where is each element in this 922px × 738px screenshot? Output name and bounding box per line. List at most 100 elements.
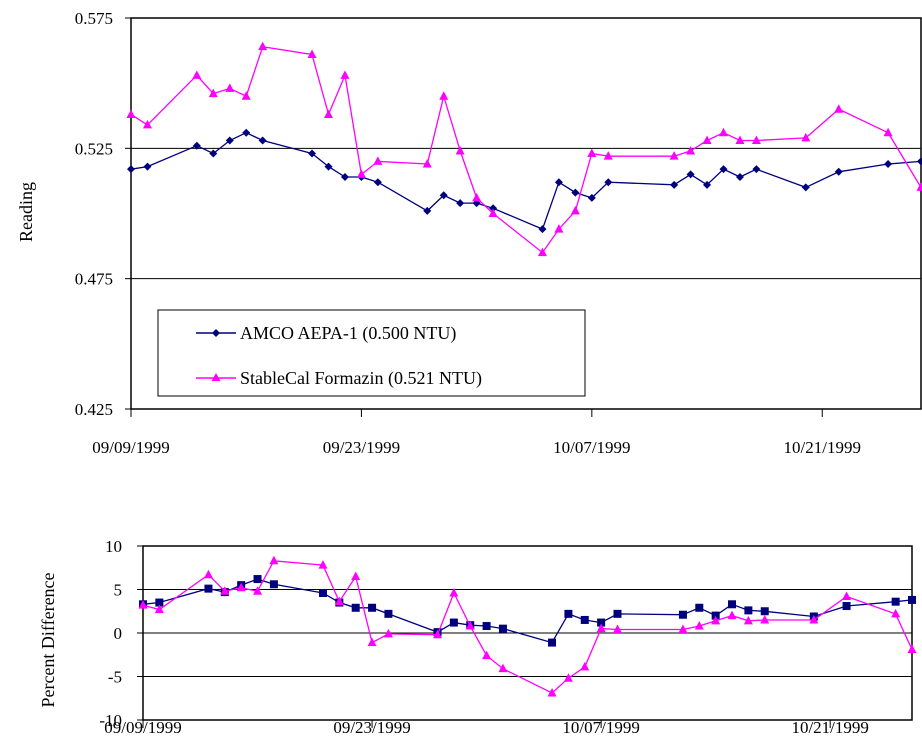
data-point (126, 109, 136, 118)
data-point (570, 205, 580, 215)
data-point (269, 580, 278, 589)
data-point (735, 135, 745, 145)
data-point (383, 628, 393, 638)
data-point (834, 167, 843, 176)
data-point (324, 162, 333, 171)
data-point (842, 591, 852, 600)
data-point (580, 615, 589, 624)
data-point (571, 188, 580, 197)
data-point (547, 688, 557, 697)
data-point (842, 602, 851, 611)
percent-difference-chart: -10 -5 0 5 10 09/09/1999 09/23/1999 10/07/1999… (38, 537, 917, 737)
data-point (439, 191, 448, 200)
data-point (449, 587, 459, 597)
data-point (138, 600, 148, 609)
x-tick-label: 10/21/1999 (791, 718, 868, 737)
data-point (760, 614, 770, 624)
data-point (318, 588, 327, 597)
data-point (563, 673, 573, 682)
data-point (258, 136, 267, 145)
data-point (208, 88, 218, 98)
legend-box (157, 309, 586, 397)
data-point (669, 151, 679, 160)
series-line (130, 45, 922, 254)
data-point (587, 148, 597, 158)
data-point (554, 178, 563, 187)
data-point (241, 91, 251, 100)
x-tick-label: 09/09/1999 (104, 718, 181, 737)
data-point (801, 132, 811, 142)
data-point (498, 624, 507, 633)
percent-y-tick-labels: -10 -5 0 5 10 (99, 537, 122, 730)
data-point (596, 623, 606, 633)
data-point (340, 70, 350, 79)
series-amco (139, 575, 916, 647)
series-line (142, 560, 913, 694)
y-tick-label: 0.475 (75, 270, 113, 289)
data-point (127, 165, 135, 174)
data-point (225, 136, 234, 145)
data-point (456, 199, 465, 208)
data-point (702, 135, 712, 145)
data-point (482, 622, 491, 631)
data-point (340, 173, 349, 182)
data-point (192, 141, 201, 150)
data-point (678, 624, 688, 634)
data-point (253, 575, 262, 584)
data-point (143, 162, 152, 171)
data-point (351, 571, 361, 580)
data-point (220, 586, 230, 595)
data-point (384, 609, 393, 618)
data-point (686, 145, 696, 155)
data-point (548, 638, 557, 647)
data-point (604, 178, 613, 187)
y-tick-label: 0.425 (75, 400, 113, 419)
data-point (883, 127, 893, 137)
data-point (203, 569, 213, 579)
x-tick-label: 10/07/1999 (553, 438, 630, 457)
data-point (587, 193, 596, 202)
data-point (423, 206, 432, 215)
data-point (482, 650, 492, 660)
series-stablecal (126, 41, 922, 257)
data-point (613, 609, 622, 618)
data-point (192, 70, 202, 79)
data-point (489, 204, 498, 213)
data-point (580, 661, 590, 671)
data-point (465, 621, 475, 630)
data-point (356, 169, 366, 178)
legend-item-stablecal: StableCal Formazin (0.521 NTU) (196, 368, 482, 389)
y-tick-label: 10 (105, 537, 122, 556)
percent-gridlines (137, 545, 912, 728)
y-tick-label: -5 (108, 668, 122, 687)
y-tick-label: 0.525 (75, 139, 113, 158)
reading-y-tick-labels: 0.425 0.475 0.525 0.575 (75, 9, 113, 419)
legend-label-amco: AMCO AEPA-1 (0.500 NTU) (240, 323, 456, 344)
data-point (449, 618, 458, 627)
data-point (603, 151, 613, 160)
data-point (455, 145, 465, 155)
data-point (703, 180, 712, 189)
series-line (130, 131, 922, 230)
data-point (308, 149, 317, 158)
data-point (537, 247, 547, 257)
data-point (694, 621, 704, 630)
data-point (670, 180, 679, 189)
data-point (744, 606, 753, 615)
data-point (597, 618, 606, 627)
legend-item-amco: AMCO AEPA-1 (0.500 NTU) (196, 323, 456, 344)
percent-x-tick-labels: 09/09/1999 09/23/1999 10/07/1999 10/21/1999 (104, 718, 869, 737)
data-point (916, 182, 922, 191)
x-tick-label: 09/23/1999 (323, 438, 400, 457)
data-point (367, 637, 377, 647)
data-point (751, 135, 761, 145)
data-point (743, 615, 753, 625)
reading-y-axis-title: Reading (16, 182, 36, 242)
data-point (439, 91, 449, 100)
y-tick-label: -10 (99, 711, 122, 730)
series-stablecal (138, 555, 917, 697)
data-point (538, 225, 547, 234)
data-point (711, 611, 720, 620)
percent-y-axis-title: Percent Difference (38, 572, 58, 707)
data-point (719, 165, 728, 174)
